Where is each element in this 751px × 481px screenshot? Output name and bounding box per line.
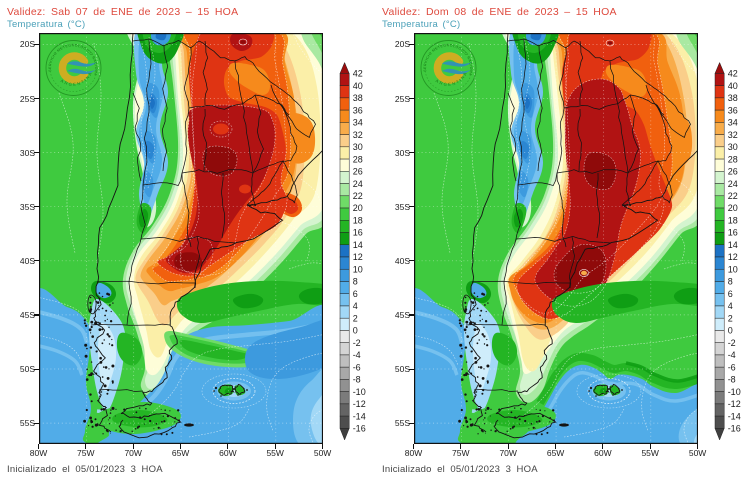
svg-text:14: 14 — [353, 240, 363, 250]
svg-text:38: 38 — [728, 93, 738, 103]
svg-text:16: 16 — [728, 228, 738, 238]
svg-text:12: 12 — [353, 252, 363, 262]
svg-text:34: 34 — [728, 118, 738, 128]
svg-text:24: 24 — [728, 179, 738, 189]
svg-text:18: 18 — [728, 216, 738, 226]
svg-text:14: 14 — [728, 240, 738, 250]
svg-text:4: 4 — [728, 301, 733, 311]
svg-text:12: 12 — [728, 252, 738, 262]
svg-text:16: 16 — [353, 228, 363, 238]
svg-text:22: 22 — [728, 191, 738, 201]
svg-text:20: 20 — [728, 203, 738, 213]
svg-text:-6: -6 — [728, 362, 736, 372]
svg-text:36: 36 — [728, 105, 738, 115]
svg-text:-4: -4 — [728, 350, 736, 360]
svg-text:2: 2 — [728, 313, 733, 323]
svg-text:6: 6 — [728, 289, 733, 299]
svg-text:28: 28 — [353, 154, 363, 164]
svg-text:26: 26 — [353, 167, 363, 177]
svg-text:-8: -8 — [728, 375, 736, 385]
svg-text:28: 28 — [728, 154, 738, 164]
svg-text:26: 26 — [728, 167, 738, 177]
svg-text:36: 36 — [353, 105, 363, 115]
svg-text:34: 34 — [353, 118, 363, 128]
svg-text:-6: -6 — [353, 362, 361, 372]
svg-text:18: 18 — [353, 216, 363, 226]
svg-text:2: 2 — [353, 313, 358, 323]
svg-text:-14: -14 — [353, 411, 366, 421]
svg-text:-10: -10 — [353, 387, 366, 397]
svg-text:10: 10 — [728, 264, 738, 274]
svg-text:-16: -16 — [353, 424, 366, 434]
svg-text:0: 0 — [353, 326, 358, 336]
svg-text:-12: -12 — [353, 399, 366, 409]
svg-text:30: 30 — [728, 142, 738, 152]
svg-text:10: 10 — [353, 264, 363, 274]
svg-text:4: 4 — [353, 301, 358, 311]
svg-text:40: 40 — [353, 81, 363, 91]
svg-text:38: 38 — [353, 93, 363, 103]
svg-text:40: 40 — [728, 81, 738, 91]
svg-text:0: 0 — [728, 326, 733, 336]
svg-text:22: 22 — [353, 191, 363, 201]
svg-text:-14: -14 — [728, 411, 741, 421]
svg-text:32: 32 — [353, 130, 363, 140]
svg-text:8: 8 — [728, 277, 733, 287]
svg-text:-8: -8 — [353, 375, 361, 385]
svg-text:-4: -4 — [353, 350, 361, 360]
svg-text:8: 8 — [353, 277, 358, 287]
svg-text:6: 6 — [353, 289, 358, 299]
svg-text:42: 42 — [353, 69, 363, 79]
svg-text:20: 20 — [353, 203, 363, 213]
svg-text:32: 32 — [728, 130, 738, 140]
svg-text:30: 30 — [353, 142, 363, 152]
svg-text:-2: -2 — [353, 338, 361, 348]
svg-text:42: 42 — [728, 69, 738, 79]
svg-text:-12: -12 — [728, 399, 741, 409]
svg-text:-10: -10 — [728, 387, 741, 397]
svg-text:24: 24 — [353, 179, 363, 189]
svg-text:-2: -2 — [728, 338, 736, 348]
svg-text:-16: -16 — [728, 424, 741, 434]
